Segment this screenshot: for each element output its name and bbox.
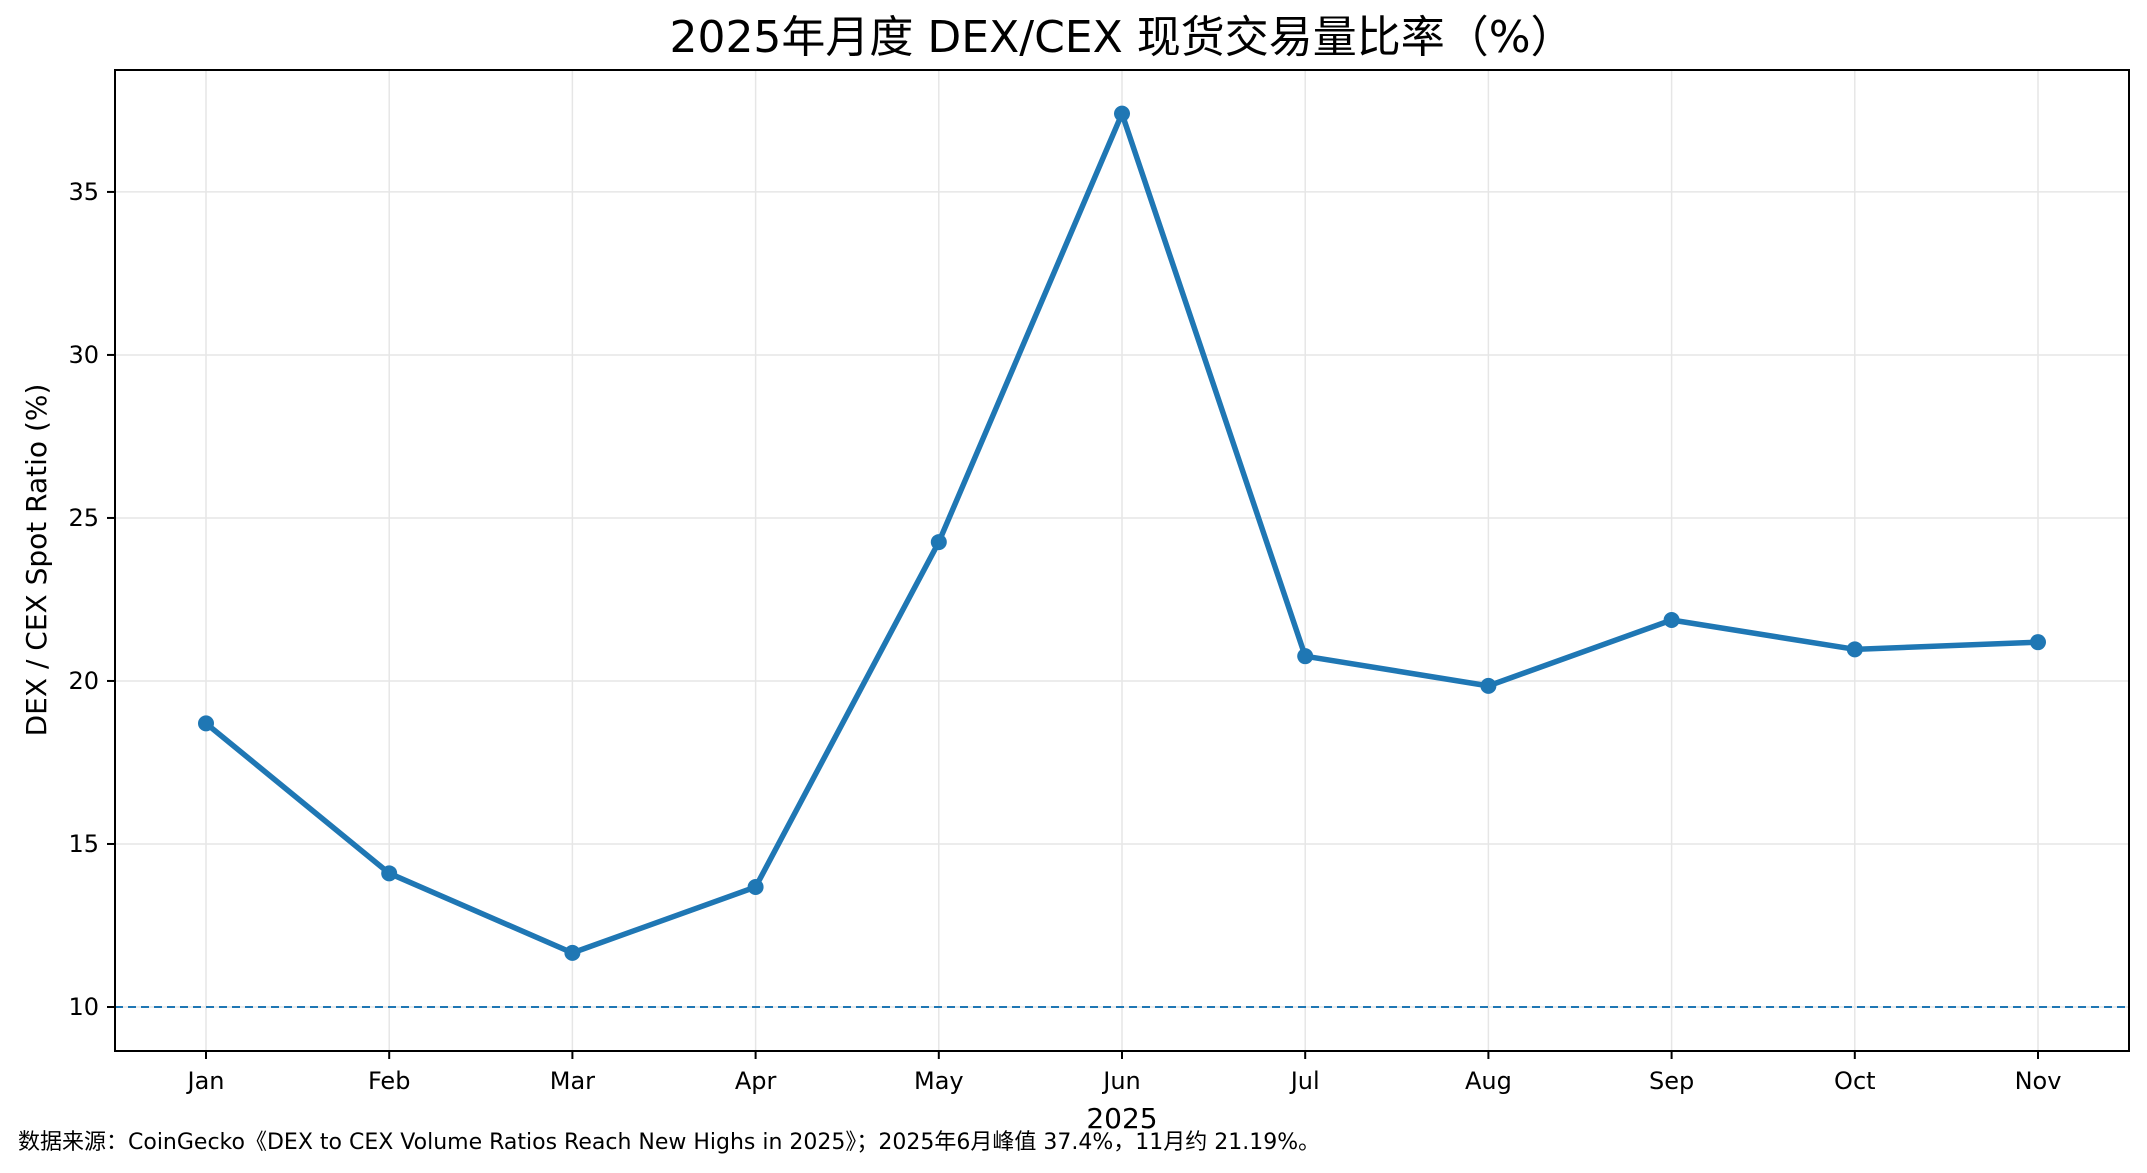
- x-tick-label: Jun: [1101, 1067, 1141, 1095]
- x-tick-label: Feb: [368, 1067, 411, 1095]
- y-tick-label: 30: [68, 341, 99, 369]
- data-point-marker: [1663, 611, 1680, 628]
- x-tick-label: Jan: [186, 1067, 225, 1095]
- data-point-marker: [564, 944, 581, 961]
- data-point-marker: [1297, 648, 1314, 665]
- x-tick-label: Jul: [1289, 1067, 1320, 1095]
- y-tick-label: 15: [68, 830, 99, 858]
- source-footnote: 数据来源：CoinGecko《DEX to CEX Volume Ratios …: [18, 1130, 1320, 1155]
- x-axis-label: 2025: [1086, 1102, 1157, 1135]
- gridlines: [115, 70, 2129, 1051]
- y-axis-label: DEX / CEX Spot Ratio (%): [20, 384, 53, 737]
- y-tick-label: 35: [68, 178, 99, 206]
- x-tick-label: Nov: [2015, 1067, 2062, 1095]
- data-point-marker: [1846, 641, 1863, 658]
- data-point-marker: [381, 865, 398, 882]
- data-point-marker: [198, 715, 214, 732]
- x-axis-ticks: Jan Feb Mar Apr May Jun Jul Aug Sep Oct Nov: [186, 1051, 2062, 1095]
- y-tick-label: 20: [68, 667, 99, 695]
- data-point-marker: [1480, 677, 1497, 694]
- y-axis-ticks: 10 15 20 25 30 35: [68, 178, 115, 1021]
- y-tick-label: 10: [68, 993, 99, 1021]
- x-tick-label: Mar: [550, 1067, 595, 1095]
- data-point-marker: [747, 879, 764, 896]
- data-point-marker: [930, 534, 947, 551]
- data-point-marker: [2030, 634, 2046, 651]
- data-point-marker: [1114, 105, 1130, 122]
- chart-title: 2025年月度 DEX/CEX 现货交易量比率（%）: [669, 12, 1574, 63]
- x-tick-label: Sep: [1649, 1067, 1694, 1095]
- x-tick-label: May: [914, 1067, 964, 1095]
- data-series: [198, 105, 2046, 961]
- y-tick-label: 25: [68, 504, 99, 532]
- x-tick-label: Aug: [1465, 1067, 1512, 1095]
- x-tick-label: Apr: [735, 1067, 777, 1095]
- x-tick-label: Oct: [1834, 1067, 1876, 1095]
